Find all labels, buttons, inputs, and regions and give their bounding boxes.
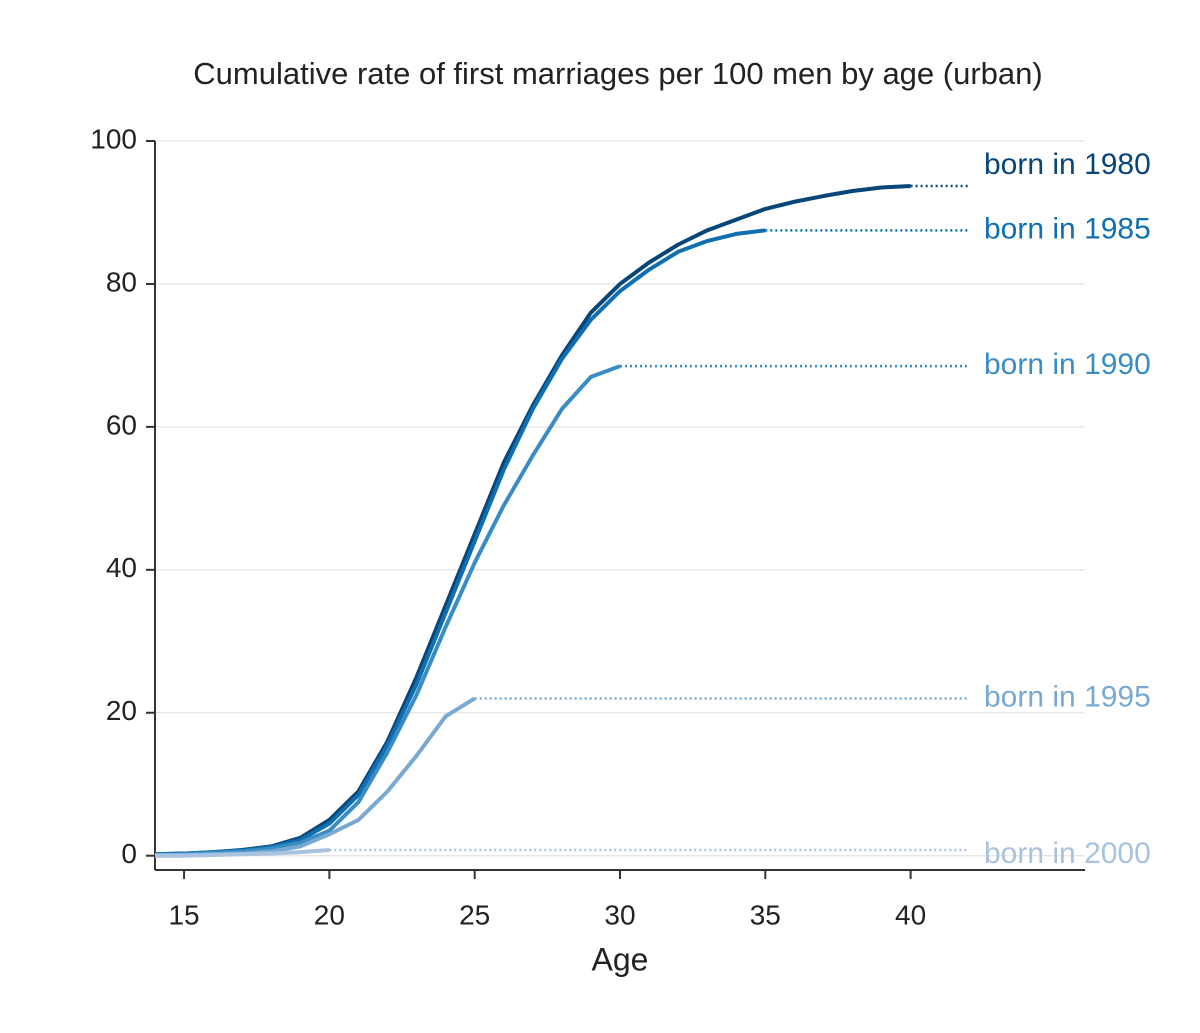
- x-tick-label: 25: [459, 899, 490, 930]
- y-tick-label: 40: [106, 552, 137, 583]
- x-tick-label: 30: [604, 899, 635, 930]
- y-tick-label: 80: [106, 266, 137, 297]
- legend-label: born in 1995: [984, 680, 1151, 713]
- chart-title: Cumulative rate of first marriages per 1…: [193, 56, 1042, 91]
- x-tick-label: 35: [750, 899, 781, 930]
- y-tick-label: 60: [106, 409, 137, 440]
- legend-label: born in 1990: [984, 348, 1151, 381]
- series-line: [154, 364, 621, 857]
- y-tick-label: 20: [106, 695, 137, 726]
- legend-label: born in 2000: [984, 837, 1151, 870]
- legend-label: born in 1985: [984, 212, 1151, 245]
- x-tick-label: 40: [895, 899, 926, 930]
- x-tick-label: 15: [168, 899, 199, 930]
- series-line: [155, 847, 330, 858]
- series-line: [154, 228, 766, 857]
- legend-label: born in 1980: [984, 148, 1151, 181]
- y-tick-label: 100: [90, 123, 137, 154]
- y-tick-label: 0: [121, 838, 137, 869]
- series-line: [154, 184, 911, 857]
- x-axis-label: Age: [592, 941, 649, 977]
- x-tick-label: 20: [314, 899, 345, 930]
